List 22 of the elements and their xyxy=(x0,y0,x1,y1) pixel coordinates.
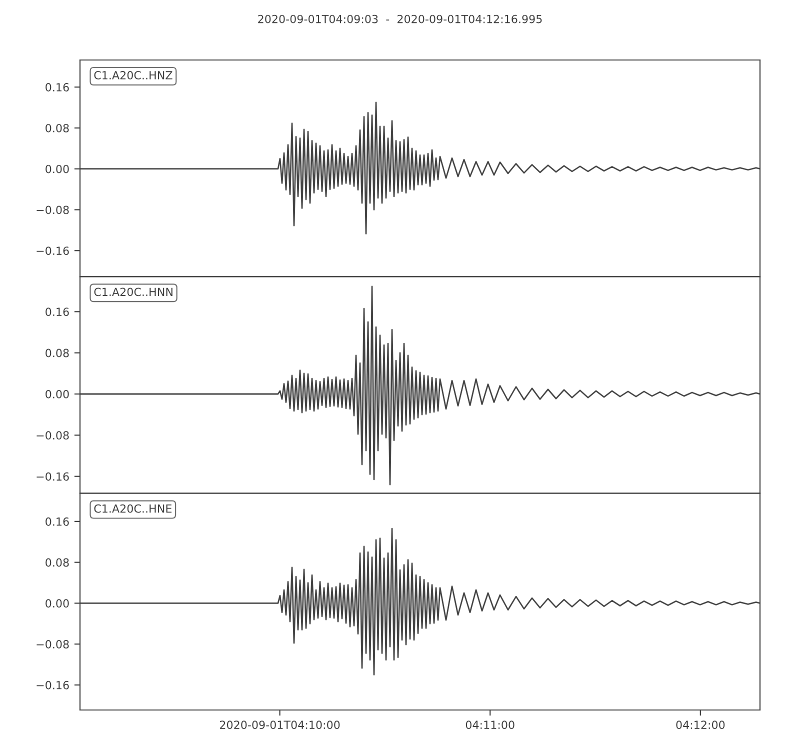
x-tick-label: 04:11:00 xyxy=(466,720,514,730)
x-tick-label: 2020-09-01T04:10:00 xyxy=(220,720,340,730)
y-tick-label: −0.08 xyxy=(36,431,69,440)
y-tick-label: 0.16 xyxy=(46,83,69,92)
annotation: C1.A20C..HNE xyxy=(94,504,172,513)
annotation: C1.A20C..HNN xyxy=(94,288,172,296)
y-tick-label: 0.00 xyxy=(46,390,69,398)
y-tick-label: 0.08 xyxy=(46,124,69,132)
annotation: C1.A20C..HNZ xyxy=(94,71,172,80)
y-tick-label: −0.08 xyxy=(36,640,69,648)
y-tick-label: 0.00 xyxy=(46,599,69,608)
x-tick-label: 04:12:00 xyxy=(676,720,725,730)
y-tick-label: −0.16 xyxy=(36,246,69,255)
y-tick-label: 0.00 xyxy=(46,164,69,174)
y-tick-label: 0.16 xyxy=(46,308,69,316)
y-tick-label: −0.16 xyxy=(36,472,69,481)
y-tick-label: 0.16 xyxy=(46,517,69,526)
chart-title: 2020-09-01T04:09:03 - 2020-09-01T04:12:16.995 xyxy=(258,14,542,24)
y-tick-label: −0.16 xyxy=(36,680,69,690)
y-tick-label: 0.08 xyxy=(46,558,69,567)
y-tick-label: 0.08 xyxy=(46,348,69,358)
y-tick-label: −0.08 xyxy=(36,206,69,214)
